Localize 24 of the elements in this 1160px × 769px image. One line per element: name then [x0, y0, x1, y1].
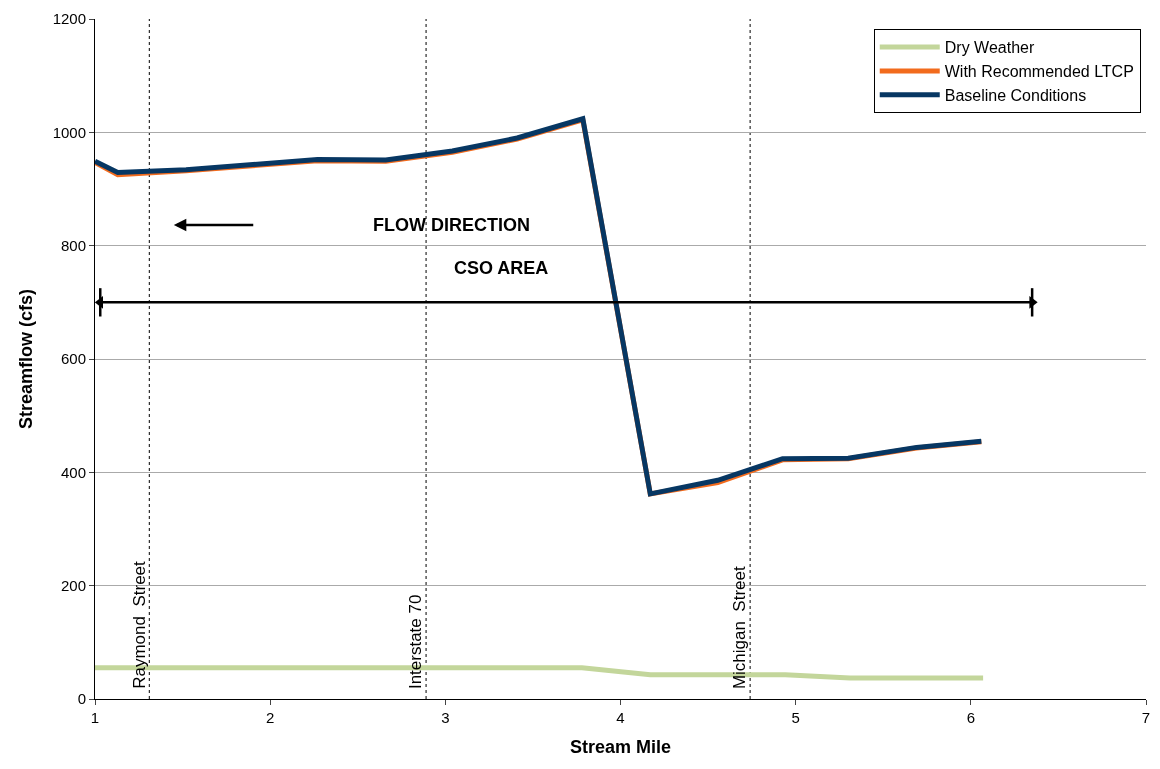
ref-line-label: Michigan Street	[730, 566, 750, 690]
x-tick-label: 6	[966, 709, 975, 726]
y-tick-label: 200	[60, 576, 86, 594]
x-tick-label: 3	[441, 709, 450, 726]
x-tick-label: 1	[90, 709, 100, 726]
x-tick-label: 2	[266, 709, 275, 726]
ref-line-label: Raymond Street	[129, 560, 149, 689]
x-tick-label: 5	[791, 709, 800, 726]
series-label: CSO AREA	[454, 258, 549, 278]
legend-label: Dry Weather	[944, 39, 1035, 57]
legend-label: With Recommended LTCP	[944, 63, 1134, 81]
y-axis-title: Streamflow (cfs)	[15, 288, 36, 430]
x-tick-label: 7	[1141, 709, 1151, 726]
annotation: FLOW DIRECTION	[373, 215, 530, 235]
y-tick-label: 600	[60, 350, 86, 368]
legend-label: Baseline Conditions	[944, 86, 1087, 104]
x-tick-label: 4	[616, 709, 625, 726]
y-tick-label: 800	[60, 236, 86, 254]
ref-line-label: Interstate 70	[406, 594, 426, 690]
x-axis-title: Stream Mile	[569, 737, 672, 758]
y-tick-label: 400	[60, 463, 86, 481]
y-tick-label: 0	[77, 690, 86, 708]
y-tick-label: 1200	[52, 10, 86, 28]
y-tick-label: 1000	[52, 123, 86, 141]
